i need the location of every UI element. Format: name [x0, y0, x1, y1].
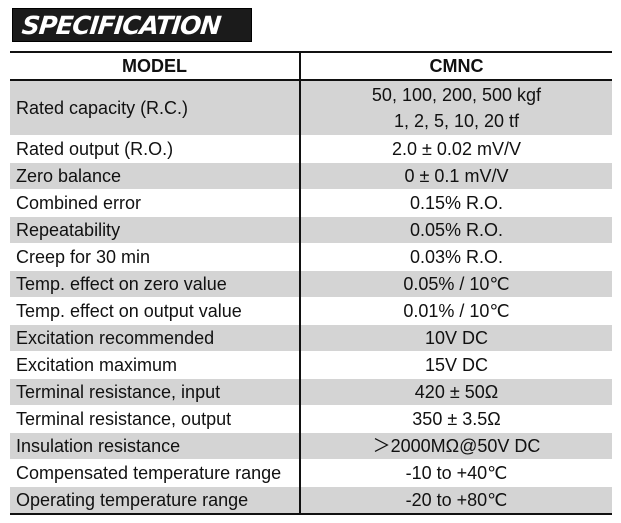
spec-value: ＞2000MΩ@50V DC: [300, 432, 612, 460]
table-row: Zero balance 0 ± 0.1 mV/V: [10, 162, 612, 190]
spec-value: 350 ± 3.5Ω: [300, 405, 612, 433]
specification-table: MODEL CMNC Rated capacity (R.C.) 50, 100,…: [10, 51, 612, 515]
table-row: Rated output (R.O.) 2.0 ± 0.02 mV/V: [10, 135, 612, 163]
spec-value-line: 0.01% / 10℃: [403, 301, 510, 321]
spec-value-line: 0.15% R.O.: [409, 193, 504, 213]
spec-value-line: 50, 100, 200, 500 kgf: [371, 85, 542, 105]
specification-rows: Rated capacity (R.C.) 50, 100, 200, 500 k…: [10, 79, 612, 514]
spec-value-line: 0.05% R.O.: [409, 220, 504, 240]
spec-label: Zero balance: [10, 162, 301, 190]
spec-value: 0.05% / 10℃: [300, 270, 612, 298]
spec-label: Terminal resistance, input: [10, 378, 301, 406]
spec-value-line: 350 ± 3.5Ω: [412, 409, 501, 429]
table-row: Operating temperature range -20 to +80℃: [10, 486, 612, 514]
spec-value-line: 0 ± 0.1 mV/V: [404, 166, 509, 186]
spec-value: 0.15% R.O.: [300, 189, 612, 217]
spec-label: Compensated temperature range: [10, 459, 301, 487]
spec-value-line: 420 ± 50Ω: [414, 382, 499, 402]
banner-title: SPECIFICATION: [20, 11, 222, 40]
spec-label: Combined error: [10, 189, 301, 217]
spec-label: Operating temperature range: [10, 486, 301, 514]
header-cmnc: CMNC: [300, 52, 612, 81]
spec-value-line: ＞2000MΩ@50V DC: [372, 436, 541, 456]
header-row: MODEL CMNC: [10, 52, 612, 81]
table-row: Insulation resistance ＞2000MΩ@50V DC: [10, 432, 612, 460]
spec-value: 10V DC: [300, 324, 612, 352]
spec-value: 50, 100, 200, 500 kgf 1, 2, 5, 10, 20 tf: [300, 79, 612, 136]
spec-value: -20 to +80℃: [300, 486, 612, 514]
table-row: Combined error 0.15% R.O.: [10, 189, 612, 217]
table-row: Compensated temperature range -10 to +40℃: [10, 459, 612, 487]
spec-value: 2.0 ± 0.02 mV/V: [300, 135, 612, 163]
spec-label: Temp. effect on output value: [10, 297, 301, 325]
table-row: Rated capacity (R.C.) 50, 100, 200, 500 k…: [10, 79, 612, 136]
spec-value: 0.01% / 10℃: [300, 297, 612, 325]
spec-value: 15V DC: [300, 351, 612, 379]
spec-value-line: 10V DC: [424, 328, 489, 348]
spec-label: Creep for 30 min: [10, 243, 301, 271]
spec-value-line: 15V DC: [424, 355, 489, 375]
spec-value-line: -10 to +40℃: [405, 463, 508, 483]
spec-label: Rated output (R.O.): [10, 135, 301, 163]
spec-label: Rated capacity (R.C.): [10, 79, 301, 136]
table-row: Temp. effect on output value 0.01% / 10℃: [10, 297, 612, 325]
spec-label: Temp. effect on zero value: [10, 270, 301, 298]
table-row: Repeatability 0.05% R.O.: [10, 216, 612, 244]
spec-value: 0.03% R.O.: [300, 243, 612, 271]
spec-value: 0 ± 0.1 mV/V: [300, 162, 612, 190]
specification-banner: SPECIFICATION: [12, 8, 252, 42]
table-row: Excitation recommended 10V DC: [10, 324, 612, 352]
spec-value-line: -20 to +80℃: [405, 490, 508, 510]
table-row: Creep for 30 min 0.03% R.O.: [10, 243, 612, 271]
spec-value-line: 0.03% R.O.: [409, 247, 504, 267]
spec-label: Excitation maximum: [10, 351, 301, 379]
table-row: Terminal resistance, input 420 ± 50Ω: [10, 378, 612, 406]
spec-value-line: 1, 2, 5, 10, 20 tf: [393, 111, 520, 131]
spec-label: Repeatability: [10, 216, 301, 244]
spec-label: Insulation resistance: [10, 432, 301, 460]
spec-value-line: 0.05% / 10℃: [403, 274, 510, 294]
spec-label: Terminal resistance, output: [10, 405, 301, 433]
spec-label: Excitation recommended: [10, 324, 301, 352]
spec-value: 0.05% R.O.: [300, 216, 612, 244]
header-model: MODEL: [10, 52, 301, 81]
table-row: Excitation maximum 15V DC: [10, 351, 612, 379]
spec-value-line: 2.0 ± 0.02 mV/V: [392, 139, 521, 159]
spec-value: 420 ± 50Ω: [300, 378, 612, 406]
table-row: Terminal resistance, output 350 ± 3.5Ω: [10, 405, 612, 433]
spec-value: -10 to +40℃: [300, 459, 612, 487]
table-row: Temp. effect on zero value 0.05% / 10℃: [10, 270, 612, 298]
